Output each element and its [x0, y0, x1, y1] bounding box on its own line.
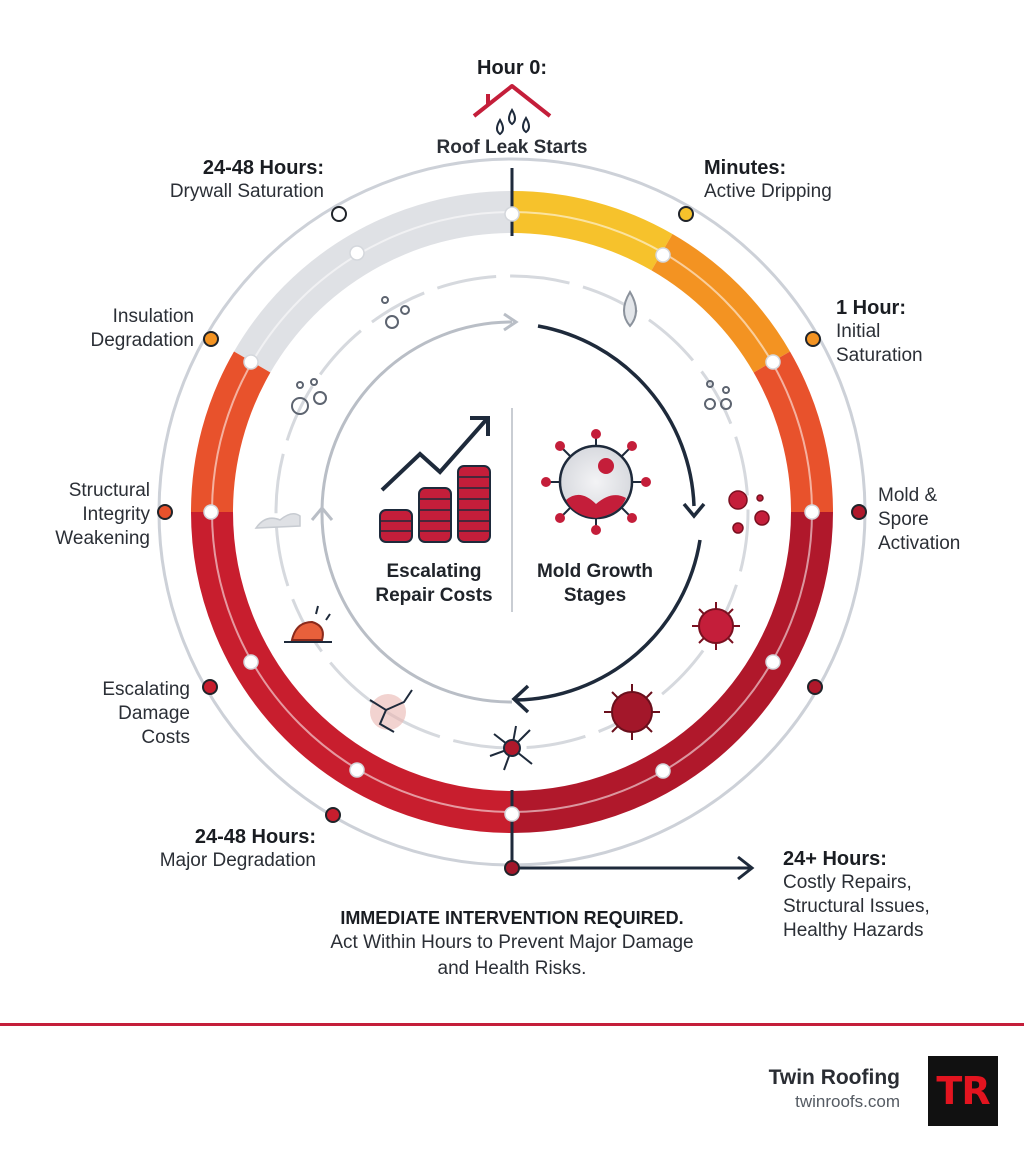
stage-hour0-text: Roof Leak Starts: [436, 137, 588, 158]
ring-segment-left-orange: [191, 351, 271, 513]
stage-major: 24-48 Hours: Major Degradation: [159, 826, 316, 871]
cost-cycle-arrow: [320, 320, 513, 513]
ring-segment-grey: [234, 191, 513, 373]
water-drop-icon: [496, 108, 530, 136]
stage-escalating: Escalating Damage Costs: [102, 679, 190, 748]
mold-cell-icon: [541, 429, 651, 535]
outer-stage-dots: [157, 206, 867, 876]
ring-segment-red-orange: [753, 351, 833, 513]
ring-segment-yellow: [511, 191, 673, 271]
stage-structural: Structural Integrity Weakening: [55, 480, 150, 549]
cracked-wall-icon: [369, 689, 413, 733]
intervention-alert: IMMEDIATE INTERVENTION REQUIRED. Act Wit…: [262, 906, 762, 982]
virus-icon: [692, 602, 740, 650]
ring-markers: [203, 206, 820, 822]
alert-line-1: Act Within Hours to Prevent Major Damage: [330, 932, 694, 953]
debris-icon: [254, 513, 301, 529]
virus-icon: [604, 684, 660, 740]
center-right-label: Mold Growth Stages: [536, 561, 654, 606]
mold-spread-icon: [489, 725, 533, 771]
stage-1hour: 1 Hour: Initial Saturation: [836, 297, 923, 366]
brand-logo: TR: [928, 1056, 998, 1126]
center-left-label: Escalating Repair Costs: [375, 561, 493, 606]
alert-line-2: and Health Risks.: [437, 958, 587, 979]
bubbles-icon: [291, 296, 732, 415]
footer-divider: [0, 1023, 1024, 1026]
coins-chart-icon: [379, 416, 491, 543]
virus-icon: [728, 490, 770, 534]
brand-url: twinroofs.com: [795, 1092, 900, 1111]
stage-minutes: Minutes: Active Dripping: [704, 157, 832, 202]
stage-insulation: Insulation Degradation: [90, 306, 194, 351]
water-drop-icon: [623, 290, 637, 328]
brand-name: Twin Roofing: [768, 1066, 900, 1089]
stage-hour0-title: Hour 0:: [477, 57, 547, 79]
damage-blob-icon: [284, 605, 332, 643]
stage-mold-activation: Mold & Spore Activation: [878, 485, 961, 554]
stage-costly: 24+ Hours: Costly Repairs, Structural Is…: [783, 848, 930, 941]
house-leak-icon: [472, 84, 552, 118]
mold-cycle-arrow: [537, 324, 696, 507]
stage-drywall: 24-48 Hours: Drywall Saturation: [169, 157, 324, 202]
alert-heading: IMMEDIATE INTERVENTION REQUIRED.: [340, 908, 684, 928]
